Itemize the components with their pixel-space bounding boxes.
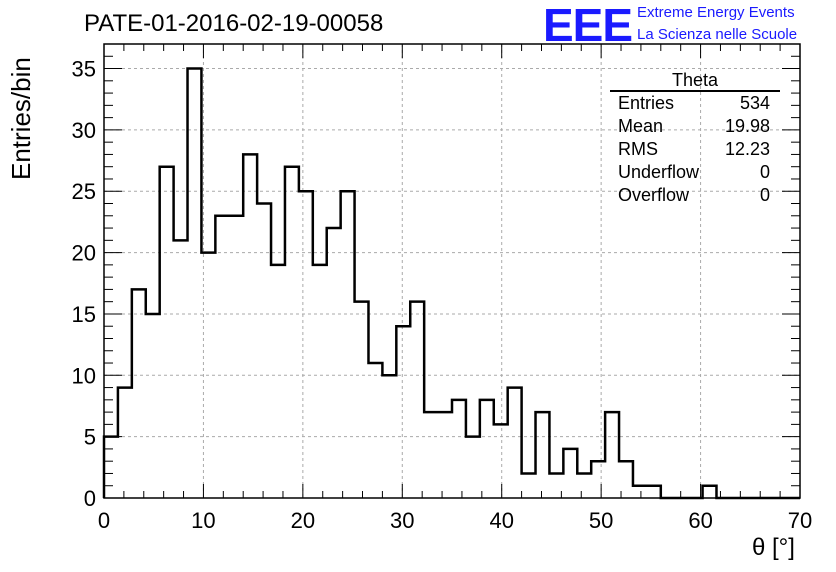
histogram-bin [480,400,494,498]
histogram-bin [633,486,647,498]
x-tick-label: 40 [489,508,513,533]
stats-value: 19.98 [724,116,770,136]
histogram-bin [703,486,717,498]
stats-row-rms: RMS 12.23 [610,138,780,161]
y-axis-label: Entries/bin [6,57,36,180]
histogram-bin [313,265,327,498]
stats-label: Underflow [618,162,700,182]
x-tick-label: 20 [291,508,315,533]
stats-label: Overflow [618,185,690,205]
x-axis-label: θ [°] [752,534,795,561]
stats-row-overflow: Overflow 0 [610,184,780,207]
histogram-bin [591,461,605,498]
stats-row-underflow: Underflow 0 [610,161,780,184]
histogram-bin [508,388,522,498]
x-tick-label: 60 [688,508,712,533]
y-tick-label: 15 [72,302,96,327]
histogram-bin [466,437,480,498]
histogram-bin [410,302,424,498]
plot-frame [103,43,801,499]
histogram-bin [327,228,341,498]
stats-value: 534 [739,93,770,113]
histogram-bin [368,363,382,498]
x-tick-label: 30 [390,508,414,533]
y-tick-label: 10 [72,363,96,388]
histogram-bin [438,412,452,498]
histogram-bin [563,449,577,498]
histogram-bin [146,314,160,498]
histogram-bin [188,69,202,498]
histogram-bin [104,437,118,498]
stats-box: Theta Entries 534 Mean 19.98 RMS 12.23 U… [610,70,780,207]
y-tick-label: 5 [84,425,96,450]
histogram-bin [160,167,174,498]
histogram-bin [132,289,146,498]
histogram-bin [494,424,508,498]
histogram-bin [647,486,661,498]
stats-label: RMS [618,139,658,159]
histogram-bin [452,400,466,498]
stats-label: Mean [618,116,664,136]
x-tick-label: 10 [191,508,215,533]
logo-text-line1: Extreme Energy Events [637,4,795,21]
histogram-bin [271,265,285,498]
stats-value: 0 [759,185,770,205]
histogram-bin [522,473,536,498]
histogram-bin [355,302,369,498]
x-tick-label: 50 [589,508,613,533]
x-tick-label: 0 [98,508,110,533]
stats-label: Entries [618,93,675,113]
histogram-bin [229,216,243,498]
eee-logo: EEE [543,0,633,51]
histogram-bin [174,240,188,498]
y-tick-label: 20 [72,241,96,266]
histogram-bin [577,473,591,498]
histogram-bin [215,216,229,498]
stats-value: 12.23 [724,139,770,159]
logo-text-line2: La Scienza nelle Scuole [637,26,798,43]
histogram-bin [536,412,550,498]
histogram-bin [424,412,438,498]
stats-value: 0 [759,162,770,182]
chart-title: PATE-01-2016-02-19-00058 [84,10,384,37]
y-tick-label: 0 [84,486,96,511]
y-tick-label: 30 [72,118,96,143]
stats-name: Theta [610,70,780,92]
histogram-bin [605,412,619,498]
x-tick-label: 70 [788,508,812,533]
y-tick-label: 35 [72,57,96,82]
histogram-bin [341,191,355,498]
histogram-bin [396,326,410,498]
histogram-bin [243,154,257,498]
histogram-bin [285,167,299,498]
histogram-bin [118,388,132,498]
y-tick-label: 25 [72,179,96,204]
histogram-series [102,67,800,500]
stats-row-mean: Mean 19.98 [610,115,780,138]
histogram-bin [257,204,271,498]
stats-row-entries: Entries 534 [610,92,780,115]
histogram-bin [299,191,313,498]
